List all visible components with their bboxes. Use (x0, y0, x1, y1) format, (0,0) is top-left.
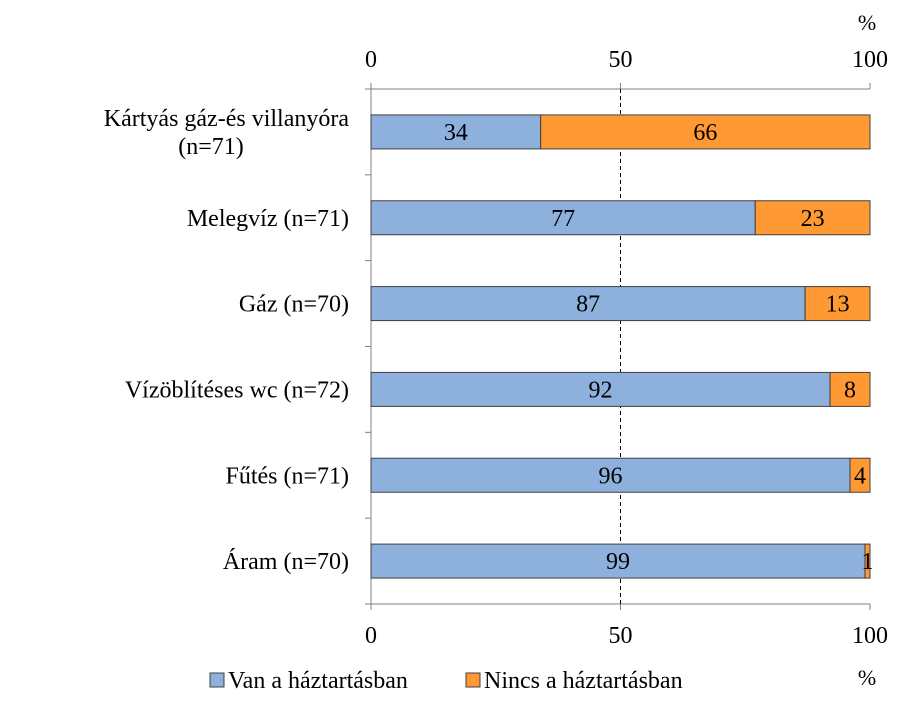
category-label: Gáz (n=70) (239, 292, 349, 318)
axes (365, 83, 871, 610)
bar-value-label: 99 (606, 549, 630, 575)
category-label: Melegvíz (n=71) (187, 206, 349, 232)
labels: 0 0 50 50 100 100%% 34 66 Kártyás gáz-és villany… (104, 10, 888, 690)
legend-swatch-nincs (465, 672, 481, 688)
bar-van (370, 543, 866, 579)
top-tick-label: 50 (609, 47, 633, 73)
legend-label-van: Van a háztartásban (228, 668, 408, 694)
top-tick-label: 0 (365, 47, 377, 73)
bar-value-label: 77 (551, 206, 575, 232)
bar-van (370, 371, 831, 407)
bar-value-label: 8 (844, 377, 856, 403)
category-label: Kártyás gáz-és villanyóra (104, 106, 350, 132)
bottom-tick-label: 0 (365, 623, 377, 649)
bar-value-label: 34 (444, 120, 468, 146)
bar-nincs (804, 286, 871, 322)
bar-value-label: 96 (599, 463, 623, 489)
bar-nincs (849, 457, 871, 493)
bars (370, 114, 871, 579)
top-tick-label: 100 (852, 47, 888, 73)
category-label: Áram (n=70) (223, 549, 349, 575)
bar-value-label: 23 (801, 206, 825, 232)
bar-value-label: 13 (826, 292, 850, 318)
bar-value-label: 1 (862, 549, 874, 575)
category-label: Vízöblítéses wc (n=72) (125, 377, 349, 403)
bottom-unit-label: % (858, 665, 876, 690)
bar-van (370, 457, 851, 493)
legend: Van a háztartásban Nincs a háztartásban (209, 668, 683, 694)
bar-van (370, 286, 806, 322)
legend-swatch-van (209, 672, 225, 688)
bottom-tick-label: 100 (852, 623, 888, 649)
bar-value-label: 66 (693, 120, 717, 146)
bar-nincs (754, 200, 871, 236)
category-label: Fűtés (n=71) (225, 463, 349, 489)
top-unit-label: % (858, 10, 876, 35)
category-label: (n=71) (178, 134, 244, 160)
bar-nincs (864, 543, 871, 579)
bar-value-label: 87 (576, 292, 600, 318)
bottom-tick-label: 50 (609, 623, 633, 649)
bar-value-label: 4 (854, 463, 866, 489)
bar-nincs (540, 114, 871, 150)
bar-value-label: 92 (589, 377, 613, 403)
bar-nincs (829, 371, 871, 407)
legend-label-nincs: Nincs a háztartásban (484, 668, 683, 694)
